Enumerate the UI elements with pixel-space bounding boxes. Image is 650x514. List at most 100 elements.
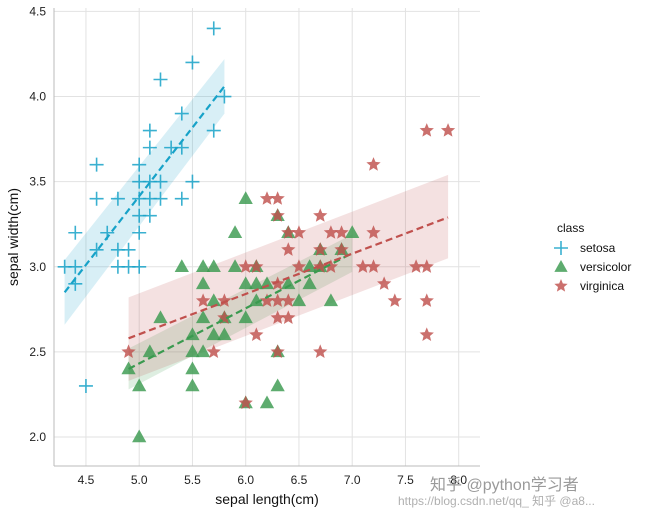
setosa-point	[174, 191, 189, 206]
versicolor-point	[259, 276, 275, 290]
setosa-point	[153, 72, 168, 87]
setosa-point	[142, 123, 157, 138]
setosa-point	[206, 123, 221, 138]
virginica-point	[281, 242, 296, 256]
versicolor-point	[132, 378, 147, 392]
virginica-point	[291, 259, 307, 273]
x-tick-label: 6.0	[237, 473, 254, 487]
virginica-point	[313, 344, 328, 358]
y-tick-label: 3.5	[29, 175, 46, 189]
setosa-point	[121, 242, 136, 257]
versicolor-regression-line	[128, 252, 353, 370]
setosa-point	[132, 225, 147, 240]
setosa-point	[132, 259, 147, 274]
versicolor-point	[345, 225, 360, 238]
y-tick-label: 4.5	[29, 4, 46, 18]
y-axis-label: sepal width(cm)	[5, 188, 21, 286]
x-axis-label: sepal length(cm)	[215, 491, 319, 507]
versicolor-point	[206, 293, 221, 307]
plot-area	[54, 8, 480, 466]
virginica-point	[334, 242, 349, 256]
versicolor-point	[185, 378, 200, 392]
virginica-point	[281, 293, 296, 307]
virginica-point	[355, 259, 370, 273]
y-tick-label: 4.0	[29, 90, 46, 104]
virginica-point	[259, 293, 275, 307]
x-tick-label: 8.0	[450, 473, 467, 487]
virginica-point	[419, 327, 434, 341]
virginica-point	[270, 191, 285, 205]
watermark: 知乎 @python学习者 https://blog.csdn.net/qq_ …	[398, 476, 595, 508]
versicolor-point	[185, 344, 200, 358]
legend: class setosa versicolor virginica	[554, 221, 631, 293]
versicolor-point	[302, 276, 317, 290]
setosa-confidence-band	[64, 59, 225, 325]
virginica-point	[419, 293, 434, 307]
versicolor-point	[195, 259, 211, 273]
versicolor-point	[291, 293, 307, 307]
setosa-point	[174, 106, 189, 121]
virginica-point	[419, 123, 434, 137]
y-tick-label: 2.5	[29, 345, 46, 359]
versicolor-point	[238, 310, 253, 324]
versicolor-point	[142, 344, 157, 358]
grid-lines	[54, 8, 480, 466]
versicolor-point	[323, 293, 339, 307]
virginica-point	[238, 259, 253, 273]
versicolor-point	[153, 310, 168, 324]
virginica-point	[291, 225, 307, 239]
versicolor-point	[238, 276, 253, 290]
x-tick-label: 7.0	[344, 473, 361, 487]
versicolor-point	[227, 225, 243, 238]
setosa-point	[206, 21, 221, 36]
virginica-point	[259, 191, 275, 205]
virginica-point	[270, 344, 285, 358]
legend-virginica-marker	[554, 279, 568, 292]
regression-lines	[63, 85, 449, 370]
setosa-point	[185, 174, 200, 189]
data-points	[57, 21, 456, 443]
virginica-point	[270, 310, 285, 324]
versicolor-point	[195, 310, 211, 324]
virginica-point	[217, 293, 232, 307]
virginica-point	[281, 310, 296, 324]
virginica-point	[323, 225, 339, 239]
setosa-point	[153, 191, 168, 206]
versicolor-point	[259, 395, 275, 409]
virginica-point	[195, 293, 211, 307]
virginica-point	[387, 293, 402, 307]
virginica-point	[366, 157, 381, 171]
virginica-point	[313, 242, 328, 256]
virginica-point	[408, 259, 424, 273]
x-tick-label: 4.5	[78, 473, 95, 487]
versicolor-point	[302, 259, 317, 273]
virginica-point	[313, 208, 328, 222]
versicolor-point	[132, 429, 147, 443]
setosa-point	[132, 157, 147, 172]
y-tick-label: 3.0	[29, 260, 46, 274]
setosa-point	[153, 174, 168, 189]
setosa-point	[217, 89, 232, 104]
versicolor-point	[281, 276, 296, 290]
versicolor-point	[249, 293, 264, 307]
virginica-point	[366, 225, 381, 239]
setosa-point	[68, 259, 83, 274]
legend-versicolor-label: versicolor	[580, 260, 631, 274]
setosa-point	[89, 191, 104, 206]
virginica-point	[440, 123, 456, 137]
setosa-point	[110, 191, 125, 206]
versicolor-point	[270, 378, 285, 392]
virginica-point	[419, 259, 434, 273]
virginica-point	[270, 208, 285, 222]
versicolor-point	[227, 259, 243, 273]
versicolor-point	[195, 344, 211, 358]
y-tick-label: 2.0	[29, 430, 46, 444]
virginica-point	[238, 395, 253, 410]
setosa-point	[78, 378, 93, 393]
legend-versicolor-marker	[554, 260, 568, 272]
virginica-point	[121, 344, 136, 358]
setosa-point	[68, 225, 83, 240]
versicolor-point	[217, 327, 232, 341]
virginica-point	[249, 259, 264, 273]
